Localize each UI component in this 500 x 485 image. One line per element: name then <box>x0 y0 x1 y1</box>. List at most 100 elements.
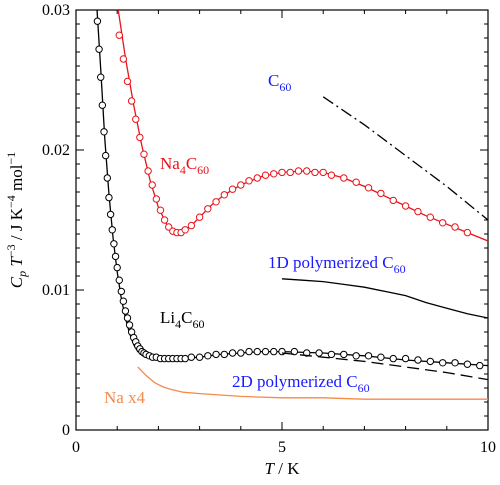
data-point-li4c60 <box>228 349 237 357</box>
data-point-li4c60 <box>119 297 128 305</box>
x-axis-unit: / K <box>274 459 300 478</box>
y-tick-label: 0.01 <box>42 282 70 299</box>
data-point-na4c60 <box>270 170 278 178</box>
data-point-li4c60 <box>204 352 212 360</box>
data-point-li4c60 <box>237 349 245 357</box>
series-nax4 <box>137 366 488 400</box>
data-point-na4c60 <box>237 181 245 189</box>
data-point-na4c60 <box>119 55 128 63</box>
series-layer <box>93 10 488 400</box>
data-point-na4c60 <box>140 150 148 158</box>
data-point-li4c60 <box>93 17 102 25</box>
x-tick-label: 10 <box>480 439 496 456</box>
label-c60: C60 <box>268 71 291 94</box>
data-point-na4c60 <box>286 168 294 177</box>
data-point-na4c60 <box>278 168 286 177</box>
data-point-li4c60 <box>125 321 134 329</box>
data-point-li4c60 <box>438 359 447 367</box>
data-point-na4c60 <box>212 198 220 206</box>
data-point-li4c60 <box>327 350 336 359</box>
data-point-na4c60 <box>132 115 140 123</box>
y-axis-sub: p <box>15 271 29 278</box>
data-point-li4c60 <box>364 352 373 360</box>
data-point-li4c60 <box>121 307 130 315</box>
data-point-na4c60 <box>303 167 311 175</box>
data-point-li4c60 <box>111 252 120 261</box>
data-point-li4c60 <box>463 360 472 368</box>
data-point-na4c60 <box>340 174 348 182</box>
data-point-li4c60 <box>106 210 115 219</box>
tick-labels: 0 5 10 0 0.01 0.02 0.03 <box>42 2 496 456</box>
data-point-li4c60 <box>315 349 323 357</box>
data-point-li4c60 <box>187 353 196 361</box>
series-poly2d <box>281 352 488 381</box>
x-axis-label: T / K <box>265 459 301 478</box>
data-point-na4c60 <box>414 207 422 216</box>
data-point-li4c60 <box>195 353 204 361</box>
series-line-poly2d <box>281 352 488 381</box>
data-point-li4c60 <box>105 193 113 202</box>
data-point-na4c60 <box>123 77 132 86</box>
label-poly2d: 2D polymerized C60 <box>232 372 370 395</box>
data-point-na4c60 <box>187 221 196 230</box>
data-point-li4c60 <box>110 240 118 248</box>
data-point-na4c60 <box>319 168 327 177</box>
data-point-li4c60 <box>270 347 278 356</box>
label-li4c60: Li4C60 <box>160 308 204 331</box>
data-point-na4c60 <box>294 167 303 175</box>
data-point-li4c60 <box>220 350 229 359</box>
series-line-na4c60 <box>117 10 488 242</box>
data-point-na4c60 <box>311 168 319 177</box>
y-axis-sup2: −4 <box>4 195 18 208</box>
data-point-li4c60 <box>377 353 385 361</box>
data-point-na4c60 <box>220 191 229 199</box>
data-point-li4c60 <box>426 357 435 366</box>
y-axis-label: Cp T−3 / J K−4 mol−1 <box>4 152 29 288</box>
axis-ticks <box>75 9 489 431</box>
data-point-na4c60 <box>160 216 169 224</box>
data-point-li4c60 <box>414 356 422 364</box>
x-axis-var: T <box>265 459 276 478</box>
data-point-na4c60 <box>438 219 447 227</box>
y-axis-rest2: / J K <box>7 207 26 244</box>
data-point-na4c60 <box>127 97 136 105</box>
data-point-na4c60 <box>204 205 212 213</box>
data-point-li4c60 <box>245 347 253 356</box>
x-tick-label: 5 <box>278 439 286 456</box>
series-line-poly1d <box>281 278 488 319</box>
data-point-li4c60 <box>253 347 261 356</box>
data-point-li4c60 <box>261 347 270 356</box>
data-point-na4c60 <box>195 213 204 221</box>
data-point-na4c60 <box>148 181 156 189</box>
data-point-na4c60 <box>152 195 161 203</box>
data-point-li4c60 <box>181 354 189 363</box>
data-point-na4c60 <box>364 184 373 192</box>
data-point-na4c60 <box>401 202 410 210</box>
x-tick-label: 0 <box>72 439 80 456</box>
data-point-na4c60 <box>389 196 397 205</box>
y-axis-rest1: T <box>7 256 26 271</box>
label-poly1d: 1D polymerized C60 <box>268 253 406 276</box>
annotation-layer: C60 Na4C60 1D polymerized C60 Li4C60 2D poly… <box>104 71 406 407</box>
data-point-li4c60 <box>108 226 116 234</box>
data-point-li4c60 <box>303 349 311 357</box>
series-line-c60 <box>322 96 488 221</box>
data-point-li4c60 <box>401 354 410 363</box>
y-axis-rest3: mol <box>7 164 26 195</box>
y-axis-sup3: −1 <box>4 152 18 165</box>
data-point-na4c60 <box>463 228 472 237</box>
data-point-li4c60 <box>451 359 459 367</box>
label-na4c60: Na4C60 <box>160 154 209 177</box>
data-point-li4c60 <box>113 263 121 272</box>
data-point-na4c60 <box>451 223 459 231</box>
data-point-li4c60 <box>290 347 299 356</box>
y-axis-sup1: −3 <box>4 244 18 257</box>
data-point-na4c60 <box>228 185 237 193</box>
data-point-na4c60 <box>245 177 253 185</box>
data-point-na4c60 <box>115 31 123 39</box>
data-point-na4c60 <box>156 206 165 214</box>
series-line-nax4 <box>137 366 488 400</box>
y-axis-var: C <box>7 276 26 288</box>
